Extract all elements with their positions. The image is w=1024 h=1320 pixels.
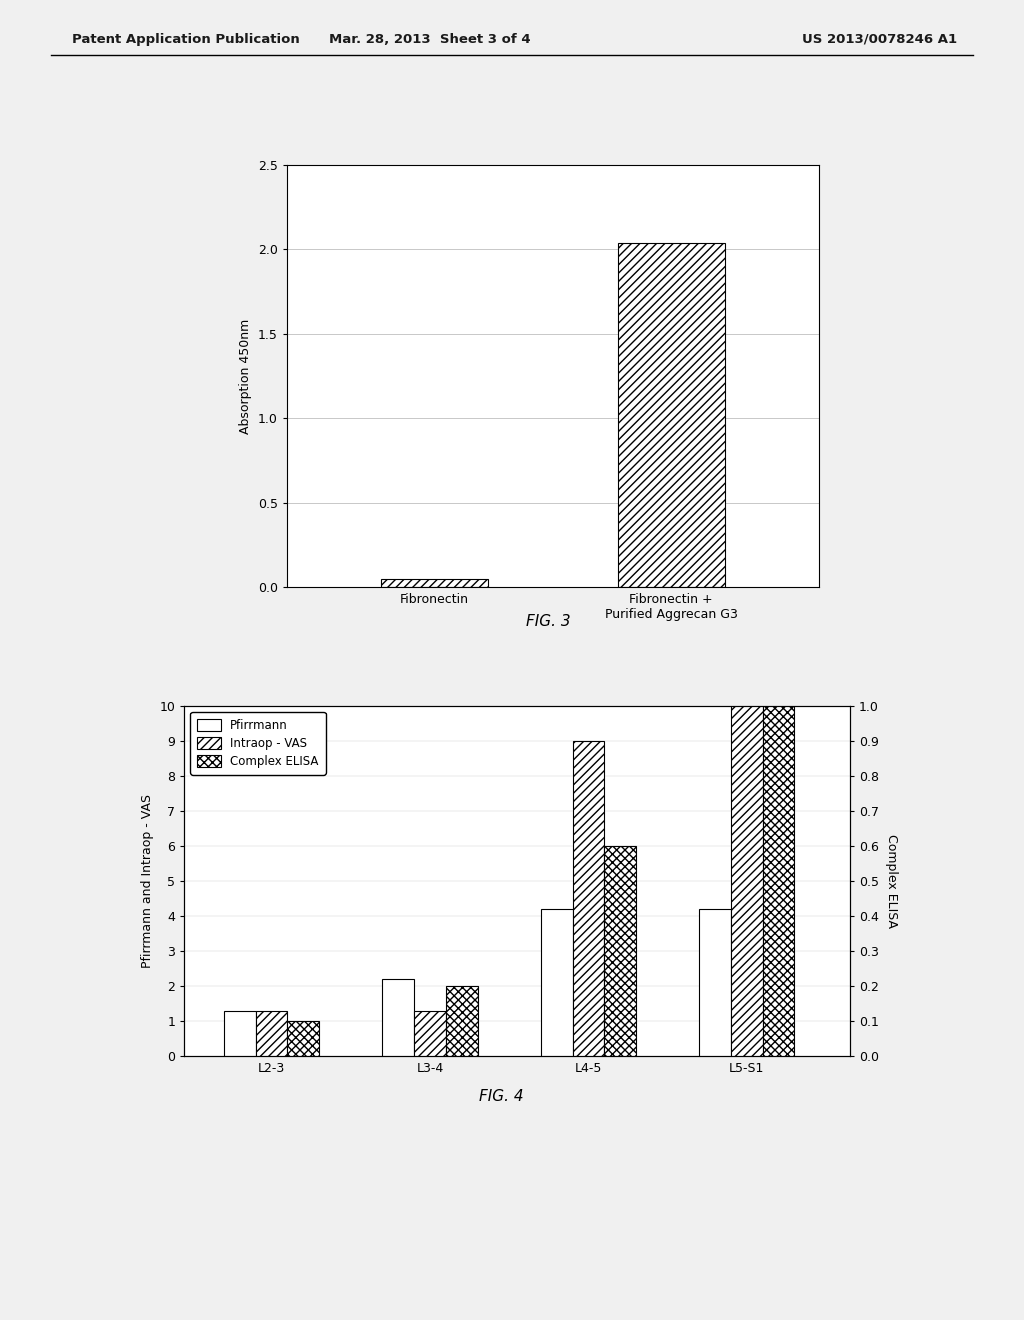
Y-axis label: Complex ELISA: Complex ELISA <box>886 834 898 928</box>
Bar <box>288 1022 319 1056</box>
Bar <box>731 706 763 1056</box>
Bar <box>572 741 604 1056</box>
Bar <box>604 846 636 1056</box>
Text: Mar. 28, 2013  Sheet 3 of 4: Mar. 28, 2013 Sheet 3 of 4 <box>330 33 530 46</box>
Bar <box>763 706 795 1056</box>
Text: FIG. 4: FIG. 4 <box>479 1089 524 1104</box>
Bar <box>618 243 725 587</box>
Bar <box>699 909 731 1056</box>
Bar <box>541 909 572 1056</box>
Legend: Pfirrmann, Intraop - VAS, Complex ELISA: Pfirrmann, Intraop - VAS, Complex ELISA <box>190 711 326 775</box>
Bar <box>414 1011 445 1056</box>
Text: FIG. 3: FIG. 3 <box>525 614 570 628</box>
Bar <box>445 986 477 1056</box>
Text: US 2013/0078246 A1: US 2013/0078246 A1 <box>803 33 957 46</box>
Y-axis label: Absorption 450nm: Absorption 450nm <box>240 318 252 434</box>
Text: Patent Application Publication: Patent Application Publication <box>72 33 299 46</box>
Bar <box>382 979 414 1056</box>
Bar <box>381 579 487 587</box>
Bar <box>256 1011 288 1056</box>
Bar <box>224 1011 256 1056</box>
Y-axis label: Pfirrmann and Intraop - VAS: Pfirrmann and Intraop - VAS <box>141 795 154 968</box>
